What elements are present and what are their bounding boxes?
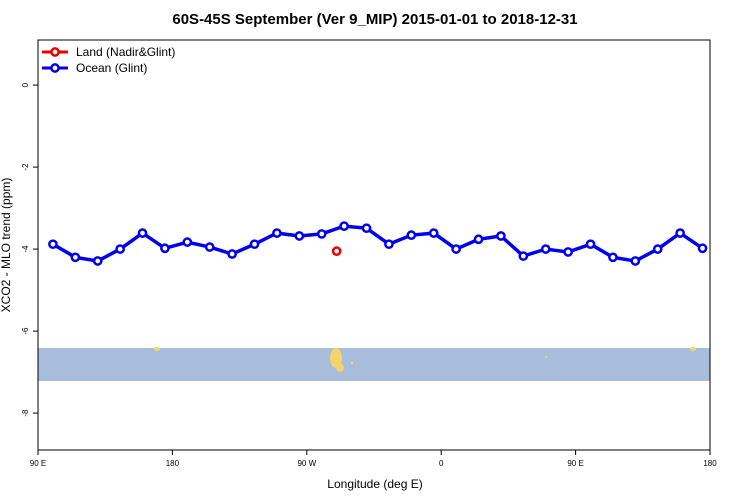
legend-label: Land (Nadir&Glint) xyxy=(76,45,175,59)
land-patch xyxy=(545,356,547,358)
data-point xyxy=(451,244,461,254)
x-tick-label: 0 xyxy=(439,459,444,468)
data-point xyxy=(652,244,663,254)
y-axis-label: XCO2 - MLO trend (ppm) xyxy=(0,178,13,313)
data-point xyxy=(48,239,58,250)
data-point xyxy=(272,228,282,238)
data-point xyxy=(608,252,618,263)
x-tick-label: 90 E xyxy=(30,459,46,468)
data-point xyxy=(697,243,708,254)
data-point xyxy=(540,244,551,254)
data-point xyxy=(294,231,305,241)
data-point xyxy=(92,256,103,266)
data-point xyxy=(339,221,349,231)
data-point xyxy=(204,242,215,252)
y-tick-label: -6 xyxy=(21,327,30,335)
data-point xyxy=(115,244,125,254)
data-point xyxy=(316,229,327,239)
chart-title: 60S-45S September (Ver 9_MIP) 2015-01-01… xyxy=(172,11,577,28)
data-point xyxy=(563,247,573,257)
plot-frame xyxy=(37,39,711,451)
data-point xyxy=(518,251,529,261)
data-point xyxy=(675,228,685,238)
data-point xyxy=(361,223,372,234)
data-point xyxy=(182,237,193,247)
data-point xyxy=(428,228,439,238)
land-patch xyxy=(350,361,354,365)
data-point xyxy=(227,249,237,259)
land-patch xyxy=(690,347,696,351)
x-axis-label: Longitude (deg E) xyxy=(327,477,422,491)
legend-marker xyxy=(50,47,60,57)
map-strip xyxy=(38,347,710,381)
data-point xyxy=(137,228,148,238)
ocean-band xyxy=(38,348,710,381)
land-patch xyxy=(154,347,160,351)
data-point xyxy=(249,239,260,250)
data-point xyxy=(160,243,170,254)
data-point xyxy=(406,230,417,241)
data-point xyxy=(496,231,506,241)
legend-marker xyxy=(50,63,60,73)
data-point xyxy=(331,246,342,256)
x-tick-label: 90 W xyxy=(297,459,316,468)
y-tick-label: -8 xyxy=(21,409,30,417)
series-line xyxy=(52,224,704,263)
data-point xyxy=(384,239,394,250)
x-tick-label: 90 E xyxy=(567,459,583,468)
y-tick-label: -2 xyxy=(21,163,30,171)
x-tick-label: 180 xyxy=(703,459,717,468)
data-point xyxy=(585,239,596,250)
y-tick-label: -4 xyxy=(21,245,30,253)
data-point xyxy=(70,252,81,263)
land-patch xyxy=(330,348,342,368)
y-tick-label: 0 xyxy=(21,82,30,87)
data-point xyxy=(630,256,641,266)
data-point xyxy=(473,234,484,245)
land-patch xyxy=(336,364,344,372)
legend-label: Ocean (Glint) xyxy=(76,61,147,75)
x-tick-label: 180 xyxy=(166,459,180,468)
